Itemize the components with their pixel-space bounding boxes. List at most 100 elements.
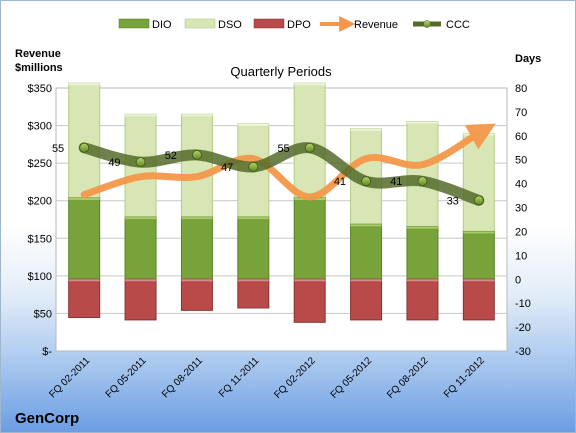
bar-dpo <box>406 278 439 321</box>
x-axis-tick-label: FQ 05-2012 <box>329 355 375 401</box>
bar-dso <box>462 132 495 232</box>
ccc-marker <box>135 157 146 168</box>
bar-dpo-highlight <box>350 279 382 282</box>
bar-dso <box>293 82 326 199</box>
legend: DIO DSO DPO Revenue CCC <box>118 16 470 32</box>
bar-dio <box>124 216 157 280</box>
right-axis-tick-label: -30 <box>515 346 531 358</box>
ccc-data-label: 47 <box>221 162 233 174</box>
bar-dio <box>350 223 383 280</box>
x-axis-tick-label: FQ 11-2012 <box>442 355 487 400</box>
right-axis-tick-label: -20 <box>515 322 531 334</box>
legend-label-revenue: Revenue <box>354 19 398 31</box>
legend-label-ccc: CCC <box>446 19 470 31</box>
ccc-marker <box>248 161 259 172</box>
bar-dpo <box>293 278 326 323</box>
bar-dpo <box>350 278 383 321</box>
x-axis-tick-label: FQ 02-2011 <box>47 355 92 400</box>
bar-dpo <box>180 278 213 311</box>
x-axis-tick-label: FQ 02-2012 <box>272 355 318 401</box>
bar-series <box>68 82 495 323</box>
left-axis-tick-label: $200 <box>28 196 52 208</box>
bar-dio <box>237 216 270 280</box>
bar-dpo-highlight <box>125 279 157 282</box>
legend-swatch-dpo <box>253 18 285 29</box>
right-axis-tick-label: 10 <box>515 250 527 262</box>
bar-dio-highlight <box>463 231 495 234</box>
ccc-marker <box>417 176 428 187</box>
bar-dpo <box>124 278 157 321</box>
chart-title: Quarterly Periods <box>230 64 332 79</box>
ccc-data-label: 41 <box>390 176 402 188</box>
ccc-data-label: 55 <box>52 143 64 155</box>
ccc-line <box>78 142 485 206</box>
bar-dio <box>406 226 439 280</box>
plot-area <box>55 87 508 352</box>
right-axis-tick-label: 70 <box>515 107 527 119</box>
left-axis-title-line1: Revenue <box>15 48 61 60</box>
x-axis-tick-label: FQ 11-2011 <box>217 355 262 400</box>
right-axis-tick-label: 80 <box>515 83 527 95</box>
bar-dpo <box>462 278 495 321</box>
ccc-data-label: 33 <box>447 195 459 207</box>
bar-dso-highlight <box>181 114 213 117</box>
bar-dio-highlight <box>350 224 382 227</box>
bar-dso-highlight <box>350 128 382 131</box>
bar-dso-highlight <box>294 83 326 86</box>
ccc-marker <box>79 142 90 153</box>
bar-dio-highlight <box>181 217 213 220</box>
right-axis-tick-label: 30 <box>515 203 527 215</box>
bar-dso <box>68 82 101 199</box>
revenue-line <box>80 123 496 201</box>
bar-dpo <box>237 278 270 309</box>
legend-label-dso: DSO <box>218 19 242 31</box>
left-axis-tick-label: $300 <box>28 121 52 133</box>
bar-dio <box>68 197 101 280</box>
left-axis-tick-label: $50 <box>34 308 52 320</box>
bar-dio-highlight <box>125 217 157 220</box>
ccc-marker <box>192 150 202 160</box>
left-axis-title-line2: $millions <box>15 62 63 74</box>
left-axis-tick-label: $350 <box>28 83 52 95</box>
bar-dpo <box>68 278 101 319</box>
right-axis-tick-label: 50 <box>515 155 527 167</box>
bar-dso <box>406 120 439 228</box>
legend-swatch-dio <box>118 18 150 29</box>
bar-dpo-highlight <box>181 279 213 282</box>
ccc-data-label: 55 <box>277 143 289 155</box>
ccc-marker <box>361 176 371 187</box>
bar-dio-highlight <box>406 226 438 229</box>
left-axis-tick-label: $100 <box>28 271 52 283</box>
line-series: 55 49 52 47 55 41 41 33 <box>52 123 496 207</box>
bar-dpo-highlight <box>68 279 100 282</box>
bar-dso <box>180 113 213 218</box>
ccc-data-label: 49 <box>108 157 120 169</box>
ccc-marker <box>304 142 315 153</box>
bar-dso-highlight <box>125 114 157 117</box>
legend-swatch-ccc-marker <box>423 20 431 28</box>
bar-dio <box>180 216 213 280</box>
bar-dio-highlight <box>237 217 269 220</box>
x-axis-tick-label: FQ 05-2011 <box>104 355 149 400</box>
bar-dio <box>293 197 326 280</box>
bar-dio <box>462 230 495 280</box>
x-axis-tick-label: FQ 08-2012 <box>385 355 431 401</box>
left-axis-tick-label: $- <box>42 346 52 358</box>
x-axis-tick-label: FQ 08-2011 <box>160 355 205 400</box>
left-axis-tick-label: $150 <box>28 233 52 245</box>
right-axis-tick-label: -10 <box>515 298 531 310</box>
ccc-marker <box>473 195 484 206</box>
bar-dso-highlight <box>237 123 269 126</box>
bar-dso-highlight <box>406 121 438 124</box>
bar-dpo-highlight <box>406 279 438 282</box>
right-axis-title: Days <box>515 53 541 65</box>
legend-label-dio: DIO <box>152 19 172 31</box>
right-axis-tick-label: 60 <box>515 131 527 143</box>
right-axis-tick-label: 40 <box>515 179 527 191</box>
bar-dio-highlight <box>68 197 100 200</box>
bar-dpo-highlight <box>294 279 326 282</box>
company-name: GenCorp <box>15 410 79 427</box>
ccc-data-label: 52 <box>165 150 177 162</box>
